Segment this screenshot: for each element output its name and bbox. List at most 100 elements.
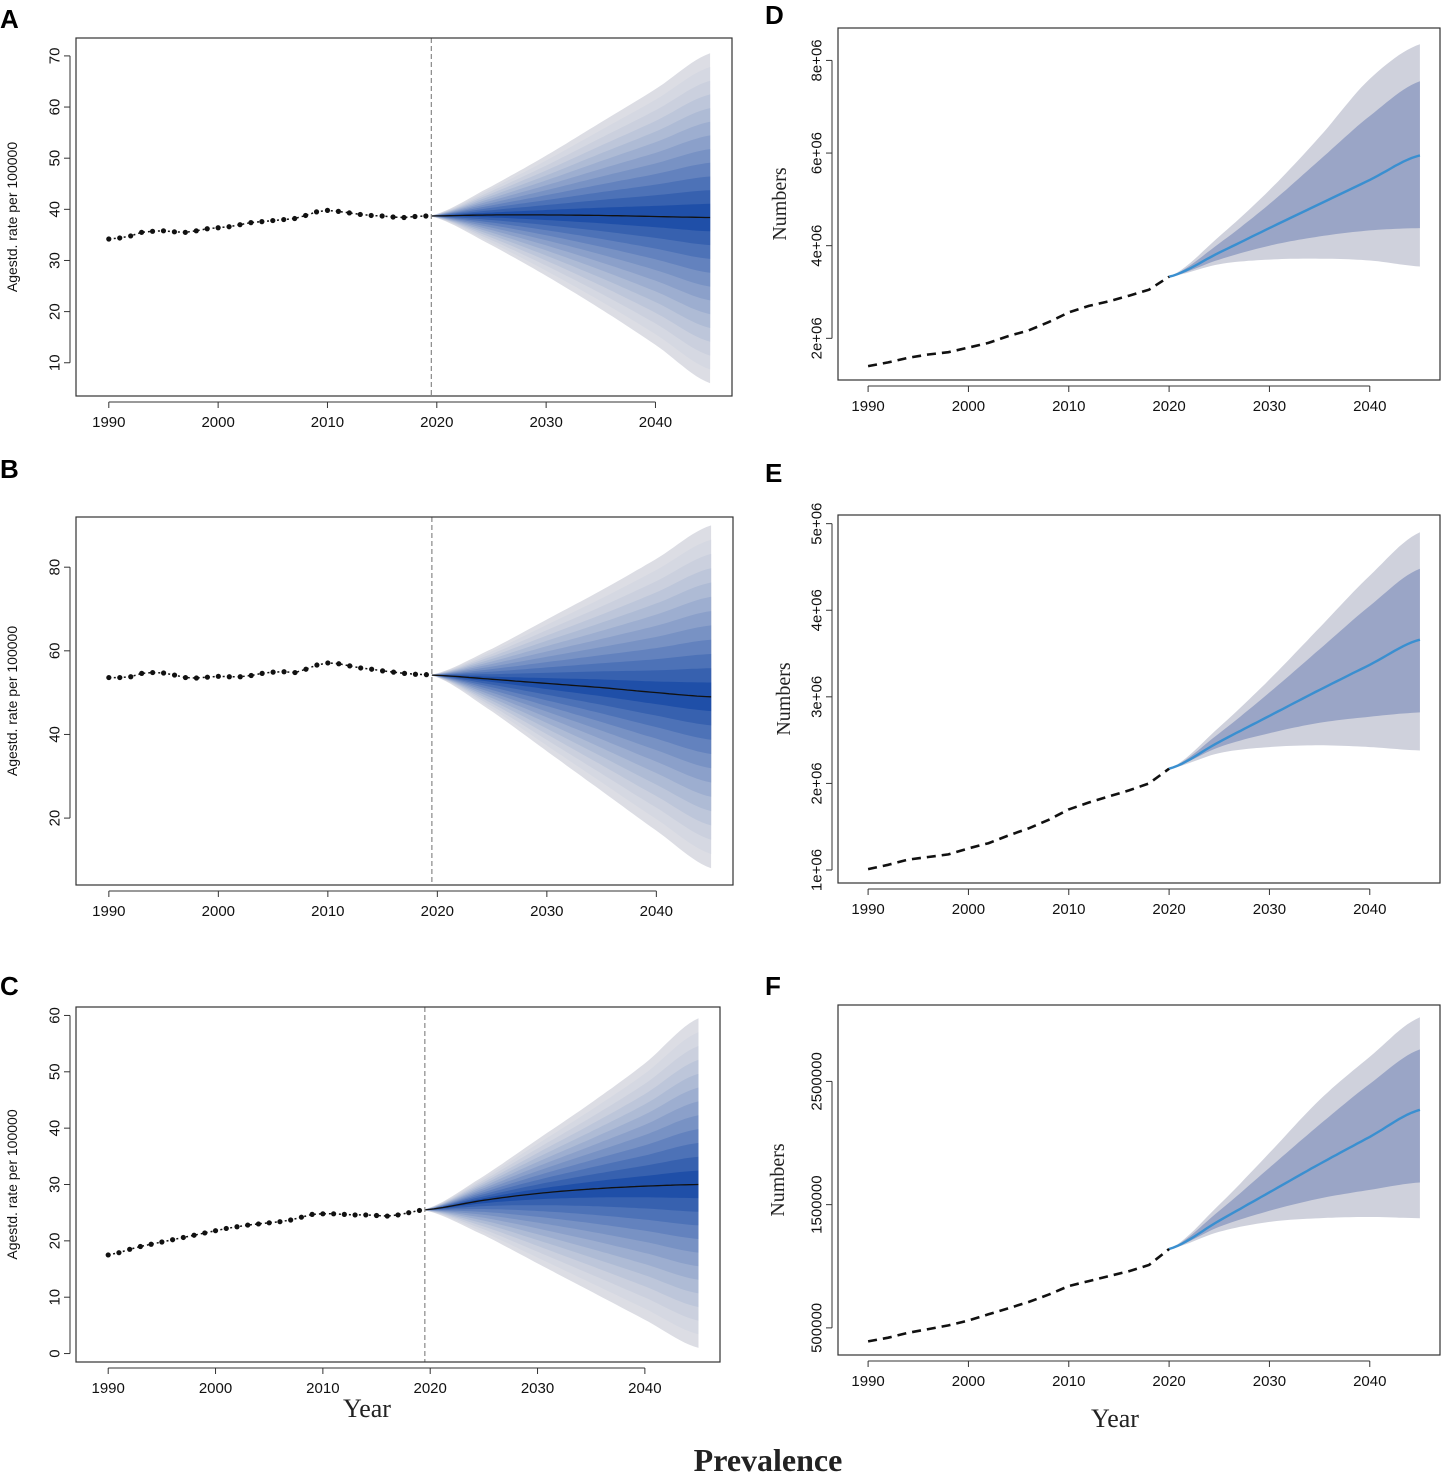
history-point [193,675,200,681]
history-point [368,212,374,219]
panel-letter: B [0,454,19,484]
x-tick-label: 2030 [530,903,563,920]
x-tick-label: 2020 [1152,398,1185,415]
history-point [139,229,145,235]
x-tick-label: 2030 [1253,1373,1286,1390]
history-point [423,672,429,678]
y-axis: 500000 1500000 2500000 [809,1052,833,1353]
history-point [369,666,375,672]
history-point [314,662,320,668]
y-tick-label: 6e+06 [809,132,826,174]
forecast-median-line [424,1183,699,1211]
history-point [137,1243,143,1250]
history-point [193,228,199,234]
y-tick-label: 20 [47,303,64,320]
history-point [116,1250,122,1256]
y-axis-label: Numbers [767,1143,789,1217]
y-axis: 1e+06 2e+06 3e+06 4e+06 5e+06 [809,503,833,891]
panel-letter: A [0,4,19,34]
x-axis: 1990 2000 2010 2020 2030 2040 [92,401,672,431]
history-point [237,222,243,228]
x-tick-label: 2040 [640,903,673,920]
x-tick-label: 2010 [311,903,344,920]
history-line [867,275,1170,368]
history-point [202,1230,208,1236]
x-tick-label: 2040 [1353,398,1386,415]
history-point [390,669,397,675]
x-tick-label: 2030 [1253,398,1286,415]
y-tick-label: 40 [47,726,64,743]
history-point [191,1232,197,1238]
history-point [266,1220,272,1226]
history-point [106,236,112,242]
history-point [325,660,331,666]
forecast-mean-line [1168,154,1421,278]
x-tick-label: 2020 [1152,1373,1185,1390]
panel-letter: E [765,458,782,488]
x-tick-label: 1990 [851,901,884,918]
history-point [255,1221,262,1227]
history-point [380,668,386,674]
y-tick-label: 500000 [809,1303,826,1353]
y-tick-label: 30 [47,1176,64,1193]
x-tick-label: 1990 [92,903,125,920]
history-point [223,1225,229,1232]
y-axis: 10 20 30 40 50 60 70 [47,48,71,371]
x-axis: 1990 2000 2010 2020 2030 2040 [851,1360,1386,1390]
panel-letter: D [765,0,784,30]
x-tick-label: 2040 [1353,901,1386,918]
y-tick-label: 1500000 [809,1175,826,1233]
history-point [335,208,341,214]
x-tick-label: 2030 [1253,901,1286,918]
x-tick-label: 2030 [529,414,562,431]
history-point [182,674,189,681]
history-line [108,1209,420,1256]
x-tick-label: 2020 [1152,901,1185,918]
x-axis-title-left: Year [343,1394,391,1423]
history-point [245,1222,251,1228]
y-tick-label: 4e+06 [809,225,826,267]
history-point [281,216,287,223]
plot-frame [75,1006,721,1363]
y-tick-label: 30 [47,252,64,269]
history-point [416,1207,423,1214]
x-tick-label: 2040 [639,414,672,431]
forecast-median-line [431,674,712,698]
x-tick-label: 2010 [306,1380,339,1397]
history-point [298,1214,304,1220]
history-point [324,207,331,213]
history-point [161,670,167,676]
y-tick-label: 60 [47,99,64,116]
history-point [226,224,232,230]
y-axis-label: Agestd. rate per 100000 [4,142,20,292]
x-tick-label: 1990 [851,1373,884,1390]
y-tick-label: 50 [47,1063,64,1080]
forecast-band [431,203,711,232]
history-point [160,228,167,234]
figure-title: Prevalence [694,1442,843,1475]
x-tick-label: 1990 [851,398,884,415]
history-point [401,214,407,221]
history-point [390,214,396,220]
history-point [313,209,320,215]
history-point [277,1219,283,1225]
y-tick-label: 2e+06 [809,762,826,804]
y-tick-label: 80 [47,559,64,576]
history-point [358,665,364,671]
ci80-band [1169,1049,1420,1249]
forecast-mean-line [1168,1108,1421,1251]
history-point [379,213,385,219]
history-point [341,1211,347,1217]
x-tick-label: 2000 [202,903,235,920]
x-tick-label: 2010 [1052,901,1085,918]
history-point [212,1228,219,1234]
history-point [373,1212,380,1219]
y-tick-label: 0 [47,1349,64,1357]
x-tick-label: 2010 [1052,1373,1085,1390]
history-point [303,666,309,672]
y-axis: 20 40 60 80 [47,559,71,827]
x-axis: 1990 2000 2010 2020 2030 2040 [92,890,673,920]
y-tick-label: 20 [47,810,64,827]
plot-frame [75,516,734,886]
